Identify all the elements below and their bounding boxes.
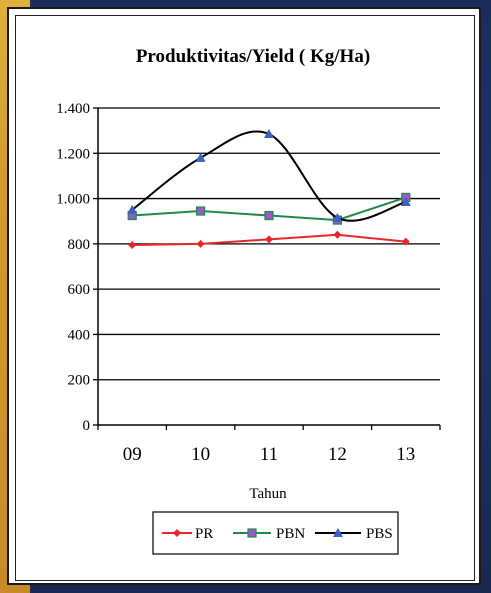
legend-marker-pr [173, 529, 181, 537]
x-tick-label: 10 [191, 444, 210, 465]
data-point-pr [196, 239, 205, 248]
legend-marker-pbs [333, 528, 343, 537]
data-point-pbs [332, 212, 343, 222]
data-point-pbs [400, 196, 411, 206]
data-point-pbs [264, 129, 274, 139]
data-point-pbn [196, 206, 206, 216]
x-tick-label: 12 [328, 444, 347, 465]
x-tick-label: 11 [260, 444, 278, 465]
legend: PR PBN PBS [152, 511, 399, 555]
y-tick-label: 200 [68, 373, 91, 389]
legend-label-pbn: PBN [276, 526, 305, 542]
y-tick-label: 400 [68, 327, 91, 343]
data-point-pr [401, 237, 410, 246]
data-point-pbn [264, 210, 274, 221]
y-tick-label: 800 [68, 237, 91, 253]
legend-label-pbs: PBS [366, 526, 393, 542]
y-tick-label: 1.400 [56, 101, 90, 117]
legend-marker-pbn [247, 528, 257, 538]
axes [93, 107, 441, 430]
x-tick-label: 09 [123, 444, 142, 465]
series-lines [127, 129, 411, 249]
legend-label-pr: PR [195, 526, 213, 542]
y-tick-label: 1.000 [56, 192, 90, 208]
data-point-pr [265, 235, 273, 244]
data-point-pbs [195, 152, 206, 162]
x-tick-labels: 09 10 11 12 13 [123, 444, 416, 465]
data-point-pbs [127, 204, 138, 214]
x-axis-label: Tahun [249, 486, 287, 502]
series-line-pbs [131, 130, 407, 222]
x-tick-label: 13 [396, 444, 415, 465]
data-point-pr [333, 230, 342, 239]
y-tick-label: 0 [83, 418, 91, 434]
data-point-pr [128, 240, 137, 249]
chart-title: Produktivitas/Yield ( Kg/Ha) [136, 46, 370, 67]
y-tick-label: 1.200 [56, 146, 90, 162]
chart-inner-frame [15, 15, 475, 581]
y-tick-label: 600 [68, 282, 91, 298]
y-tick-labels: 0 200 400 600 800 1.000 1.200 1.400 [56, 101, 90, 434]
